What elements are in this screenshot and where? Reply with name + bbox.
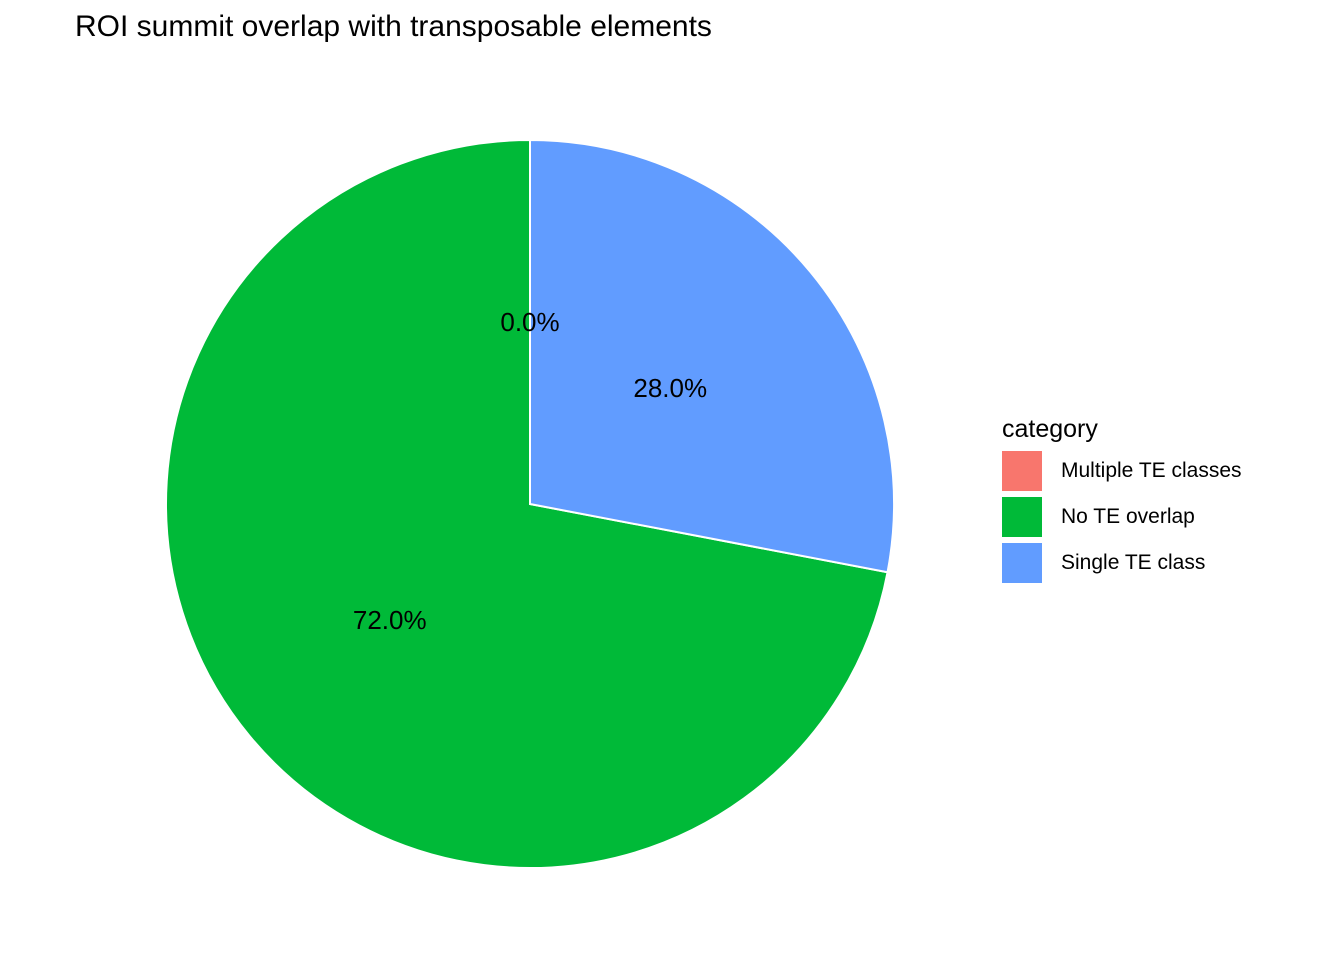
pie-slice-single-te-class [529, 138, 895, 574]
legend-key-no-te-overlap [1002, 497, 1042, 537]
pie-slices [165, 138, 895, 869]
legend-label: Multiple TE classes [1061, 459, 1242, 482]
legend-key-single-te-class [1002, 543, 1042, 583]
slice-label-multiple-te-classes: 0.0% [500, 307, 559, 337]
legend: category Multiple TE classes No TE overla… [1002, 414, 1242, 586]
legend-title: category [1002, 415, 1098, 443]
chart-title: ROI summit overlap with transposable ele… [75, 10, 712, 43]
legend-label: No TE overlap [1061, 505, 1195, 528]
legend-item-single-te-class: Single TE class [1002, 540, 1242, 586]
legend-label: Single TE class [1061, 551, 1206, 574]
pie-labels: 0.0% 72.0% 28.0% [353, 307, 707, 635]
legend-key-multiple-te-classes [1002, 451, 1042, 491]
slice-label-single-te-class: 28.0% [633, 373, 707, 403]
legend-items: Multiple TE classes No TE overlap Single T… [1002, 448, 1242, 586]
legend-item-no-te-overlap: No TE overlap [1002, 494, 1242, 540]
pie-slice-no-te-overlap [165, 138, 889, 869]
slice-label-no-te-overlap: 72.0% [353, 605, 427, 635]
legend-item-multiple-te-classes: Multiple TE classes [1002, 448, 1242, 494]
